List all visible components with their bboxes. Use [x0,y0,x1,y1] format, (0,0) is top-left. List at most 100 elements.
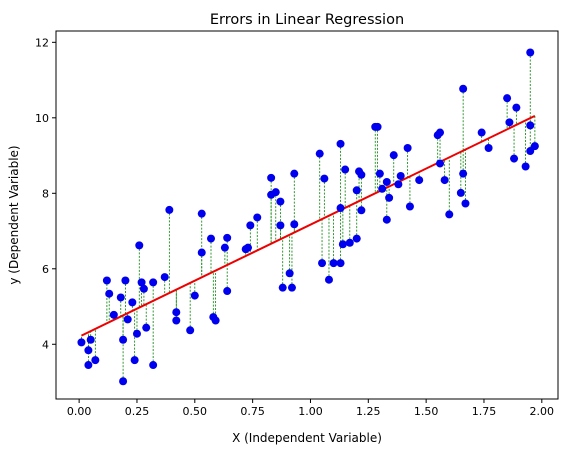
data-point [290,169,299,178]
data-point [385,193,394,202]
x-tick-label: 1.50 [414,405,439,418]
x-tick-label: 1.00 [298,405,323,418]
data-point [102,276,111,285]
data-point [318,259,327,268]
data-point [287,283,296,292]
data-point [440,176,449,185]
data-point [139,284,148,293]
data-point [512,103,521,112]
data-point [510,154,519,163]
data-point [142,323,151,332]
data-point [329,259,338,268]
data-point [341,165,350,174]
data-point [246,221,255,230]
data-point [352,186,361,195]
data-point [373,122,382,131]
data-point [132,329,141,338]
data-point [320,174,329,183]
data-point [119,377,128,386]
regression-line-layer [81,114,536,337]
data-point [190,291,199,300]
data-point [378,184,387,193]
data-point [436,128,445,137]
data-point [336,259,345,268]
data-point [197,248,206,257]
data-point [137,278,146,287]
data-point [278,283,287,292]
data-point [109,310,118,319]
x-axis-label: X (Independent Variable) [232,431,382,445]
data-point [84,346,93,355]
data-point [211,316,220,325]
data-point [172,308,181,317]
data-point [123,315,132,324]
data-point [149,361,158,370]
data-point [77,338,86,347]
data-point [86,335,95,344]
data-point [290,220,299,229]
data-point [197,209,206,218]
data-point [459,169,468,178]
plot-area [56,31,558,399]
data-point [172,316,181,325]
data-point [459,84,468,93]
x-tick-label: 0.50 [183,405,208,418]
data-point [267,173,276,182]
data-point [186,326,195,335]
data-point [338,240,347,249]
data-point [394,180,403,189]
data-point [121,276,130,285]
data-point [336,139,345,148]
data-point [223,287,232,296]
chart-title: Errors in Linear Regression [210,12,404,28]
data-point [456,188,465,197]
data-point [484,144,493,153]
data-point [526,121,535,130]
data-point [375,169,384,178]
data-point [405,202,414,211]
data-point [382,177,391,186]
data-point [220,243,229,252]
data-point [526,48,535,57]
data-point [336,204,345,213]
data-point [276,197,285,206]
x-tick-label: 1.75 [472,405,497,418]
y-tick-label: 10 [35,112,49,125]
data-point [130,356,139,365]
y-axis-ticks: 4 6 8 10 12 [35,36,56,351]
data-point [415,176,424,185]
data-point [357,170,366,179]
data-point [285,269,294,278]
data-point [530,142,539,151]
data-point [276,221,285,230]
data-point [271,188,280,197]
data-point [149,278,158,287]
data-point [84,361,93,370]
data-point [382,215,391,224]
data-point [91,356,100,365]
data-point [116,293,125,302]
data-point [521,162,530,171]
data-point [357,206,366,215]
data-point [461,199,470,208]
data-point [315,149,324,158]
data-point [324,275,333,284]
x-tick-label: 0.25 [125,405,150,418]
data-point [128,298,137,307]
data-point [445,210,454,219]
data-point [207,234,215,243]
data-points [77,48,539,386]
data-point [105,289,114,298]
x-tick-label: 0.00 [67,405,92,418]
y-tick-label: 4 [42,338,49,351]
x-axis-ticks: 0.00 0.25 0.50 0.75 1.00 1.25 1.50 1.75 2.00 [67,399,554,418]
data-point [160,273,169,282]
axes-frame [55,30,559,400]
data-point [389,151,398,160]
data-point [503,94,512,103]
y-tick-label: 12 [35,36,49,49]
data-point [403,144,412,153]
data-point [223,233,232,242]
data-point [436,159,445,168]
data-point [396,171,405,180]
